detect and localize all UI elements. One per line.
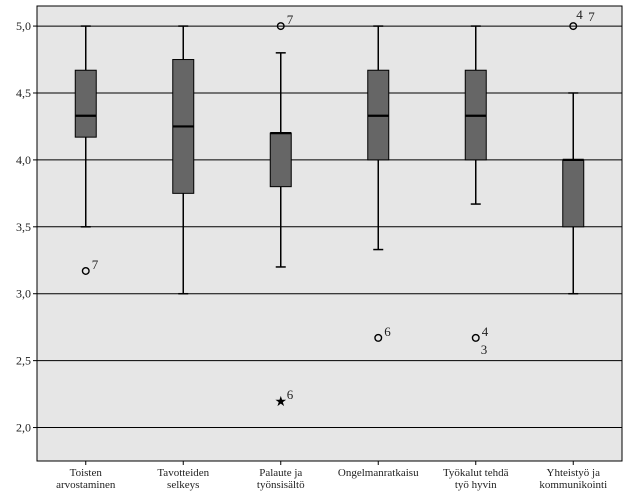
- y-tick-label: 3,5: [16, 220, 31, 234]
- y-tick-label: 3,0: [16, 287, 31, 301]
- outlier-label: 7: [588, 9, 595, 24]
- outlier-circle: [81, 266, 90, 275]
- outlier-label: 7: [92, 257, 99, 272]
- x-tick-label-line: Työkalut tehdä: [443, 467, 509, 479]
- outlier-label: 4: [482, 324, 489, 339]
- box-group: [172, 25, 195, 295]
- y-tick-label: 5,0: [16, 19, 31, 33]
- y-tick-label: 4,5: [16, 86, 31, 100]
- box-iqr: [269, 132, 292, 188]
- box-iqr: [562, 159, 585, 228]
- x-tick-label-line: selkeys: [167, 479, 199, 491]
- x-tick-label: Tavotteiden selkeys: [157, 467, 209, 491]
- y-tick-label: 4,0: [16, 153, 31, 167]
- x-tick-label-line: Yhteistyö ja: [547, 467, 601, 479]
- outlier-circle: [569, 22, 578, 31]
- box-iqr: [74, 69, 97, 138]
- x-axis: Toisten arvostaminen Tavotteiden selkeys Pal…: [56, 461, 607, 491]
- x-tick-label-line: Palaute ja: [259, 467, 302, 479]
- outlier-label: 6: [287, 387, 294, 402]
- x-tick-label-line: kommunikointi: [539, 479, 607, 491]
- x-tick-label-line: työnsisältö: [257, 479, 305, 491]
- x-tick-label-line: Toisten: [70, 467, 103, 479]
- x-tick-label-line: Tavotteiden: [157, 467, 209, 479]
- plot-area: [36, 5, 623, 462]
- box-series: 77★66 434 7: [74, 7, 595, 410]
- x-tick-label: Ongelmanratkaisu: [338, 467, 419, 479]
- x-tick-label: Palaute ja työnsisältö: [257, 467, 305, 491]
- outlier-circle: [374, 333, 383, 342]
- x-tick-label-line: arvostaminen: [56, 479, 116, 491]
- outlier-star: ★: [274, 395, 287, 410]
- outlier-circle: [471, 333, 480, 342]
- outlier-label: 4: [576, 7, 583, 22]
- x-tick-label: Toisten arvostaminen: [56, 467, 116, 491]
- outlier-circle: [276, 22, 285, 31]
- y-tick-label: 2,5: [16, 354, 31, 368]
- x-tick-label: Työkalut tehdä työ hyvin: [443, 467, 509, 491]
- outlier-label: 7: [287, 12, 294, 27]
- x-tick-label-line: Ongelmanratkaisu: [338, 467, 419, 479]
- box-group: 6: [367, 25, 391, 342]
- box-group: 43: [464, 25, 489, 357]
- x-tick-label: Yhteistyö ja kommunikointi: [539, 467, 607, 491]
- x-tick-label-line: työ hyvin: [455, 479, 497, 491]
- outlier-label: 6: [384, 324, 391, 339]
- box-group: 7: [74, 25, 99, 275]
- box-group: 7 ★6: [269, 12, 294, 410]
- grid-lines: [37, 25, 622, 429]
- y-axis: 2,0 2,5 3,0 3,5 4,0 4,5 5,0: [16, 19, 37, 435]
- outlier-label: 3: [481, 342, 488, 357]
- y-tick-label: 2,0: [16, 421, 31, 435]
